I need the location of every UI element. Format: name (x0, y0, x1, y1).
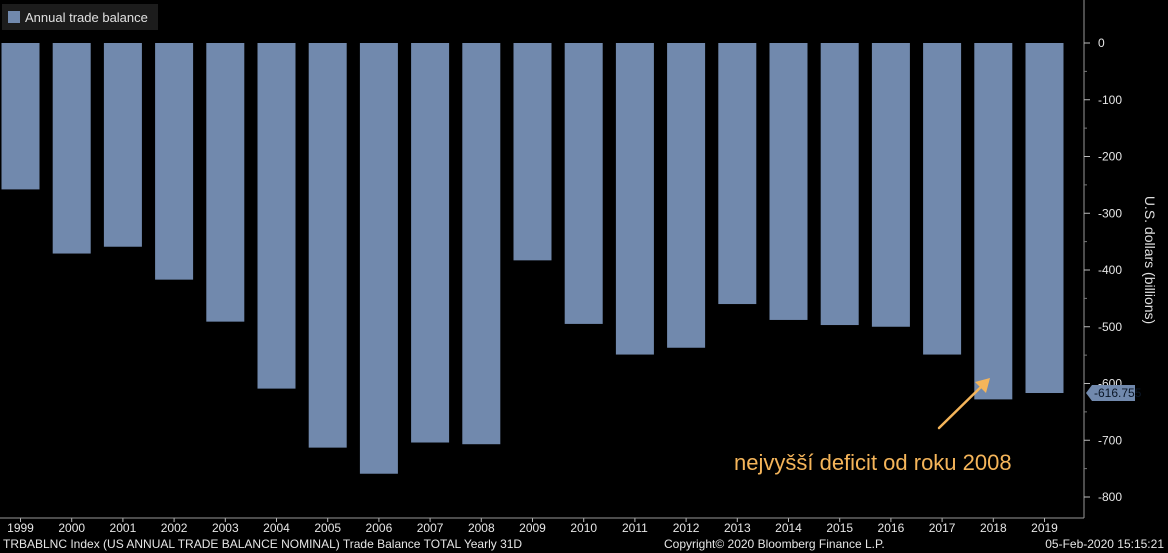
bar-2002 (155, 43, 194, 280)
footer-copyright: Copyright© 2020 Bloomberg Finance L.P. (664, 537, 885, 551)
x-axis: 1999 2000 2001 2002 2003 2004 2005 2006 2007 2008… (0, 517, 1084, 535)
y-tick-label-0: 0 (1098, 36, 1105, 50)
x-tick-label-2013: 2013 (724, 521, 751, 535)
x-tick-label-2011: 2011 (622, 521, 648, 535)
x-tick-label-2006: 2006 (366, 521, 393, 535)
y-axis-title: U.S. dollars (billions) (1142, 195, 1158, 325)
bar-2001 (103, 43, 142, 247)
x-tick-label-2004: 2004 (263, 521, 290, 535)
footer-timestamp: 05-Feb-2020 15:15:21 (1045, 537, 1164, 551)
legend: Annual trade balance (2, 4, 158, 30)
bar-2006 (359, 43, 398, 474)
legend-swatch (8, 11, 20, 23)
annotation-text: nejvyšší deficit od roku 2008 (734, 450, 1012, 475)
last-value-tag-bg (1086, 385, 1135, 402)
bar-2018 (974, 43, 1013, 400)
footer-ticker-description: TRBABLNC Index (US ANNUAL TRADE BALANCE … (3, 537, 523, 551)
y-tick-label--300: -300 (1098, 206, 1122, 220)
bar-2011 (615, 43, 654, 355)
arrow-head (975, 378, 990, 393)
bars-group (1, 43, 1064, 474)
x-tick-label-1999: 1999 (7, 521, 34, 535)
x-tick-label-2003: 2003 (212, 521, 239, 535)
bar-2012 (667, 43, 706, 348)
x-tick-label-2009: 2009 (519, 521, 546, 535)
y-tick-label--400: -400 (1098, 263, 1122, 277)
x-tick-label-2019: 2019 (1031, 521, 1058, 535)
arrow-shaft (937, 381, 987, 430)
x-tick-label-2016: 2016 (878, 521, 905, 535)
bar-2019 (1025, 43, 1064, 394)
x-tick-label-2007: 2007 (417, 521, 444, 535)
x-tick-label-2014: 2014 (775, 521, 802, 535)
y-axis-title-box: U.S. dollars (billions) (1140, 175, 1160, 345)
x-tick-label-2015: 2015 (826, 521, 853, 535)
bar-2007 (411, 43, 450, 443)
x-tick-label-2010: 2010 (570, 521, 597, 535)
bar-2017 (923, 43, 962, 355)
bar-2016 (871, 43, 910, 327)
bar-2008 (462, 43, 501, 445)
x-tick-label-2008: 2008 (468, 521, 495, 535)
y-axis: 0-100-200-300-400-500-600-700-800-616.75… (1083, 0, 1142, 518)
bar-2000 (52, 43, 91, 254)
bar-2014 (769, 43, 808, 320)
y-tick-label--500: -500 (1098, 320, 1122, 334)
y-tick-label--200: -200 (1098, 150, 1122, 164)
bar-2005 (308, 43, 347, 448)
x-tick-label-2018: 2018 (980, 521, 1007, 535)
y-tick-label--100: -100 (1098, 93, 1122, 107)
annotation-arrow (937, 378, 990, 430)
bar-2015 (820, 43, 859, 326)
last-value-label: -616.755 (1094, 386, 1142, 400)
bar-2009 (513, 43, 552, 261)
legend-label: Annual trade balance (25, 9, 148, 25)
x-tick-label-2012: 2012 (673, 521, 700, 535)
bar-2003 (206, 43, 245, 322)
bar-2004 (257, 43, 296, 389)
y-tick-label--800: -800 (1098, 490, 1122, 504)
x-tick-label-2005: 2005 (314, 521, 341, 535)
x-tick-label-2000: 2000 (58, 521, 85, 535)
bar-2013 (718, 43, 757, 305)
bar-2010 (564, 43, 603, 324)
x-tick-label-2001: 2001 (110, 521, 137, 535)
last-value-tag: -616.755 (1086, 385, 1142, 402)
x-tick-label-2002: 2002 (161, 521, 188, 535)
y-tick-label--700: -700 (1098, 433, 1122, 447)
bar-1999 (1, 43, 40, 190)
x-tick-label-2017: 2017 (929, 521, 956, 535)
